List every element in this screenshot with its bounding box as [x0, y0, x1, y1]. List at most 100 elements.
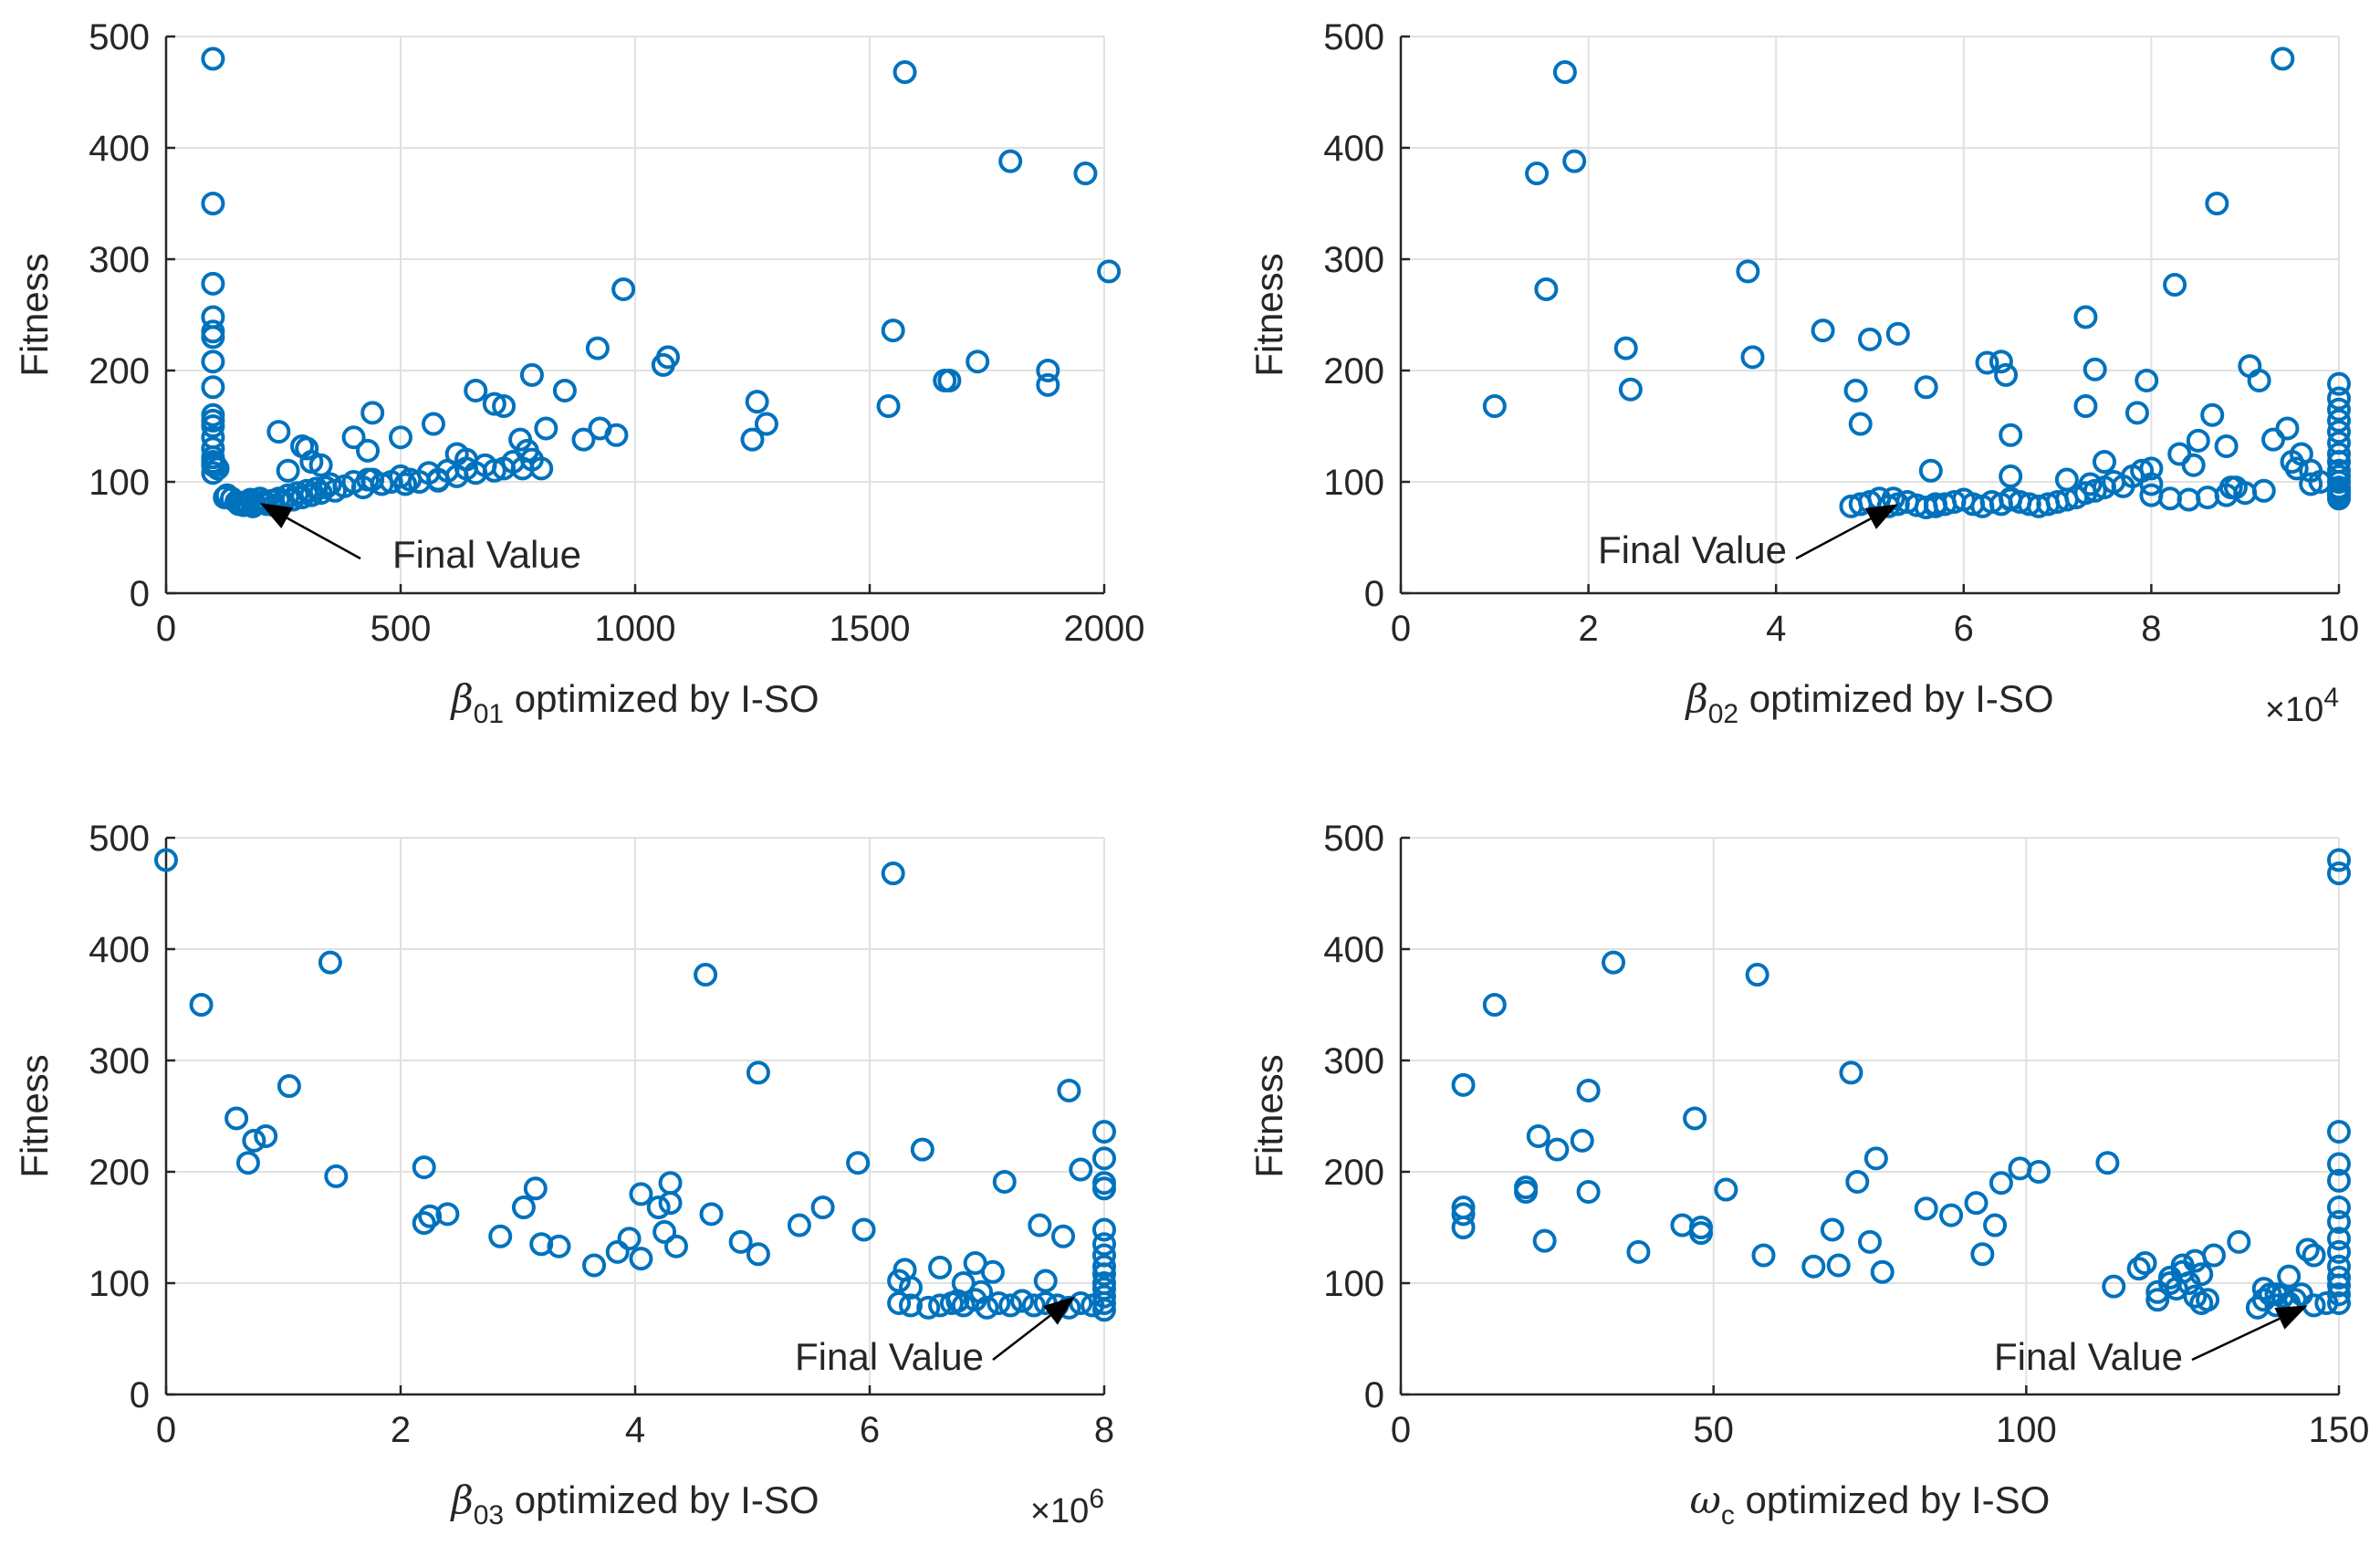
data-point: [910, 1137, 934, 1162]
data-point: [2327, 442, 2351, 466]
data-point: [1826, 1253, 1851, 1278]
y-tick-label: 100: [89, 1264, 150, 1304]
data-point: [585, 336, 610, 360]
data-point: [1092, 1176, 1116, 1201]
data-point: [1964, 1191, 1989, 1216]
data-point: [2082, 357, 2107, 381]
data-point: [201, 271, 225, 296]
data-point: [519, 362, 544, 387]
data-point: [2327, 848, 2351, 872]
data-point: [887, 1269, 912, 1293]
annotation-label: Final Value: [1598, 528, 1787, 571]
data-point: [2124, 401, 2149, 425]
data-point: [318, 950, 342, 975]
x-tick-label: 0: [1391, 609, 1411, 649]
x-axis-label-symbol: ω: [1690, 1478, 1721, 1522]
data-point: [1885, 321, 1910, 346]
data-point: [2093, 450, 2116, 475]
data-point: [646, 1196, 671, 1220]
data-point: [418, 1204, 443, 1228]
data-point: [2139, 472, 2164, 496]
data-point: [1545, 1137, 1570, 1162]
data-point: [1999, 423, 2023, 447]
data-point: [454, 447, 478, 472]
data-point: [2163, 273, 2187, 298]
y-tick-label: 200: [1323, 351, 1384, 392]
x-tick-label: 1000: [595, 609, 676, 649]
data-point: [2251, 478, 2276, 503]
data-point: [2327, 1209, 2351, 1234]
data-point: [189, 993, 214, 1017]
y-tick-label: 500: [89, 819, 150, 859]
data-point: [986, 1290, 1011, 1315]
y-tick-label: 500: [1323, 819, 1384, 859]
x-axis-exponent: ×106: [1030, 1484, 1104, 1530]
data-point: [1552, 60, 1577, 85]
data-point: [1618, 377, 1643, 402]
y-tick-label: 300: [1323, 240, 1384, 280]
data-point: [360, 401, 385, 425]
x-axis-label-text: optimized by I-SO: [1735, 1478, 2050, 1521]
x-tick-label: 6: [860, 1410, 880, 1450]
data-point: [1021, 1293, 1046, 1318]
annotation-arrow-head: [2274, 1305, 2308, 1330]
data-point: [2270, 47, 2295, 71]
x-axis-exponent-base: ×10: [1030, 1492, 1089, 1530]
subplot-1: 0 500 1000 1500 2000 0 100 200 300 400 500 Fitness β…: [13, 17, 1144, 729]
x-axis-label-subscript: 01: [474, 699, 504, 729]
x-axis-label: ωc optimized by I-SO: [1690, 1478, 2051, 1530]
x-tick-label: 1500: [830, 609, 911, 649]
x-axis-exponent: ×104: [2265, 683, 2339, 729]
x-axis-label-text: optimized by I-SO: [504, 1478, 819, 1521]
y-tick-label: 100: [1323, 463, 1384, 503]
data-point: [605, 1239, 630, 1264]
data-point: [242, 1128, 266, 1153]
data-point: [887, 1290, 912, 1315]
data-point: [1092, 1262, 1116, 1287]
data-point: [1534, 277, 1559, 301]
data-point: [1939, 1203, 1964, 1227]
x-axis-label-subscript: 03: [474, 1500, 504, 1530]
y-axis-label: Fitness: [13, 253, 56, 376]
x-tick-label: 2: [391, 1410, 411, 1450]
x-axis-label-symbol: β: [1684, 676, 1707, 721]
y-tick-label: 0: [1364, 574, 1384, 614]
y-tick-label: 0: [1364, 1375, 1384, 1415]
data-point: [571, 427, 596, 452]
data-point: [740, 427, 765, 452]
data-point: [1092, 1254, 1116, 1279]
data-point: [154, 848, 178, 872]
data-point: [1845, 1169, 1870, 1194]
data-point: [508, 427, 533, 452]
data-point: [951, 1293, 976, 1318]
data-point: [1683, 1106, 1707, 1131]
data-point: [2327, 1239, 2351, 1264]
data-point: [1863, 1146, 1888, 1171]
data-point: [1736, 259, 1760, 284]
data-point: [2181, 453, 2206, 477]
x-tick-label: 0: [156, 1410, 176, 1450]
x-tick-label: 100: [1996, 1410, 2057, 1450]
data-point: [492, 394, 517, 419]
x-axis-label-symbol: β: [449, 676, 473, 721]
data-point: [201, 375, 225, 400]
data-point: [2327, 386, 2351, 411]
x-axis-label-subscript: c: [1721, 1500, 1735, 1530]
annotation-arrow-head: [259, 503, 293, 528]
annotation-arrow-shaft: [2191, 1317, 2281, 1362]
x-axis-label: β02 optimized by I-SO: [1684, 676, 2053, 729]
data-point: [523, 1176, 548, 1201]
data-point: [2327, 1227, 2351, 1251]
data-point: [963, 1288, 987, 1312]
x-axis-label-symbol: β: [449, 1478, 473, 1522]
data-point: [2327, 862, 2351, 886]
data-point: [1092, 1290, 1116, 1315]
data-point: [1714, 1177, 1738, 1202]
data-point: [1514, 1179, 1539, 1204]
data-point: [1602, 950, 1626, 975]
data-point: [426, 468, 451, 493]
annotation-arrow-shaft: [1795, 517, 1872, 560]
data-point: [1626, 1239, 1651, 1264]
y-tick-label: 400: [89, 129, 150, 169]
